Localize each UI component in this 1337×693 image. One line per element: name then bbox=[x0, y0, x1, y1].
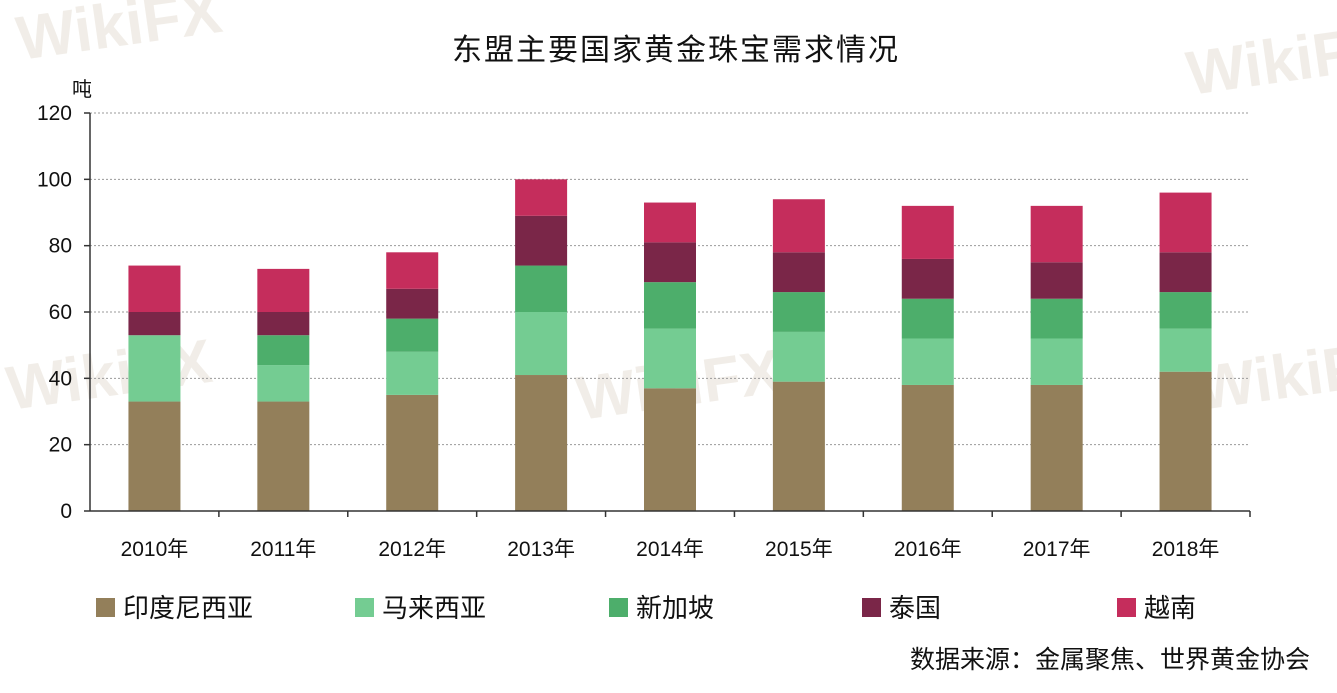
y-tick-label: 40 bbox=[49, 367, 72, 390]
legend: 印度尼西亚 马来西亚 新加坡 泰国 越南 bbox=[96, 594, 1196, 624]
bar-segment bbox=[1030, 262, 1083, 299]
bar-segment bbox=[386, 394, 439, 511]
bar-segment bbox=[515, 179, 568, 216]
watermark-text: WikiFX bbox=[2, 327, 216, 424]
y-tick-label: 20 bbox=[49, 434, 72, 457]
x-tick-label: 2012年 bbox=[378, 538, 446, 561]
bar-segment bbox=[515, 215, 568, 266]
bar-segment bbox=[1030, 338, 1083, 385]
bar-segment bbox=[901, 298, 954, 339]
x-tick-label: 2013年 bbox=[507, 538, 575, 561]
x-tick-label: 2017年 bbox=[1023, 538, 1091, 561]
bar-segment bbox=[644, 242, 696, 283]
bar-segment bbox=[1159, 252, 1212, 293]
legend-label: 泰国 bbox=[889, 594, 941, 624]
bar-segment bbox=[1030, 205, 1083, 263]
bar-segment bbox=[644, 202, 696, 243]
bar-segment bbox=[257, 401, 310, 511]
bar-segment bbox=[386, 252, 439, 289]
bar-segment bbox=[386, 318, 439, 352]
bar-segment bbox=[257, 365, 310, 402]
watermark-text: WikiFX bbox=[1192, 327, 1337, 424]
bar-segment bbox=[128, 335, 181, 402]
bar-segment bbox=[901, 384, 954, 511]
bar-segment bbox=[772, 199, 825, 253]
watermark-text: WikiFX bbox=[1182, 12, 1337, 109]
legend-label: 印度尼西亚 bbox=[123, 594, 253, 624]
y-tick-label: 100 bbox=[37, 168, 72, 191]
legend-swatch bbox=[862, 598, 881, 617]
bar-segment bbox=[257, 268, 310, 312]
bar-segment bbox=[515, 265, 568, 312]
bar-segment bbox=[257, 335, 310, 366]
y-tick-label: 80 bbox=[49, 235, 72, 258]
bar-segment bbox=[1030, 298, 1083, 339]
bar-segment bbox=[257, 312, 310, 336]
bar-segment bbox=[128, 312, 181, 336]
bar-segment bbox=[386, 351, 439, 395]
bar-segment bbox=[772, 252, 825, 293]
y-tick-label: 120 bbox=[37, 102, 72, 125]
bar-segment bbox=[772, 292, 825, 332]
y-tick-label: 60 bbox=[49, 301, 72, 324]
x-tick-label: 2016年 bbox=[894, 538, 962, 561]
bars bbox=[128, 179, 1212, 511]
watermark-text: WikiFX bbox=[12, 0, 226, 74]
axes: 0 20 40 60 80 100 120 2010年 2011年 2012年 2013年 2014年… bbox=[37, 102, 1251, 561]
bar-segment bbox=[644, 282, 696, 329]
legend-label: 马来西亚 bbox=[382, 594, 486, 624]
y-tick-label: 0 bbox=[60, 500, 72, 523]
source-note: 数据来源：金属聚焦、世界黄金协会 bbox=[910, 645, 1310, 674]
bar-segment bbox=[772, 331, 825, 382]
legend-swatch bbox=[1117, 598, 1136, 617]
bar-segment bbox=[901, 338, 954, 385]
y-axis-unit: 吨 bbox=[72, 77, 92, 101]
legend-swatch bbox=[355, 598, 374, 617]
x-tick-label: 2010年 bbox=[121, 538, 189, 561]
bar-segment bbox=[1030, 384, 1083, 511]
bar-segment bbox=[128, 401, 181, 511]
bar-segment bbox=[1159, 328, 1212, 372]
legend-swatch bbox=[96, 598, 115, 617]
x-tick-label: 2014年 bbox=[636, 538, 704, 561]
bar-segment bbox=[901, 258, 954, 299]
bar-segment bbox=[515, 312, 568, 376]
bar-segment bbox=[901, 205, 954, 259]
chart-title: 东盟主要国家黄金珠宝需求情况 bbox=[452, 33, 900, 68]
bar-segment bbox=[515, 375, 568, 511]
x-tick-label: 2018年 bbox=[1152, 538, 1220, 561]
x-tick-label: 2011年 bbox=[250, 538, 316, 561]
bar-segment bbox=[1159, 371, 1212, 511]
x-tick-label: 2015年 bbox=[765, 538, 833, 561]
legend-swatch bbox=[609, 598, 628, 617]
bar-segment bbox=[1159, 292, 1212, 329]
bar-segment bbox=[128, 265, 181, 312]
bar-segment bbox=[772, 381, 825, 511]
legend-label: 新加坡 bbox=[636, 594, 714, 624]
bar-segment bbox=[644, 328, 696, 389]
bar-segment bbox=[1159, 192, 1212, 253]
bar-segment bbox=[386, 288, 439, 319]
legend-label: 越南 bbox=[1144, 594, 1196, 624]
bar-segment bbox=[644, 388, 696, 511]
